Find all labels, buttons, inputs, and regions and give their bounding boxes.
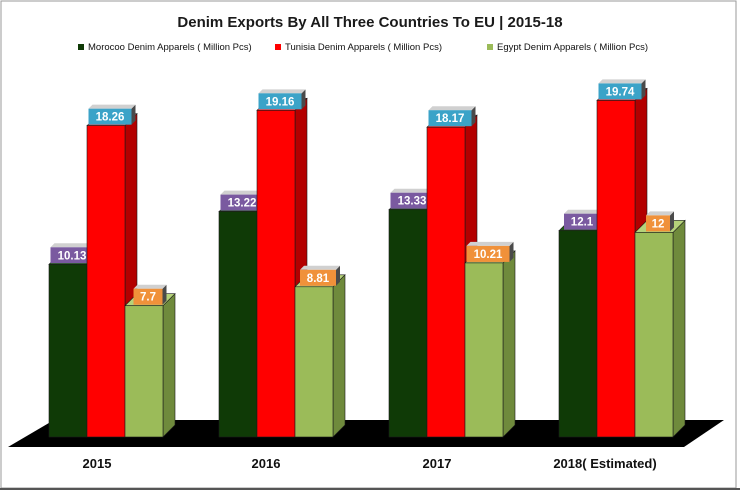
bar-front	[294, 286, 334, 438]
bar-front	[124, 305, 164, 438]
data-label-0-1: 18.26	[88, 104, 136, 125]
bar-0-2	[124, 292, 176, 438]
bar-front	[218, 211, 258, 438]
data-label-3-1: 19.74	[598, 79, 646, 100]
bar-front	[634, 232, 674, 438]
bar-front	[558, 230, 598, 438]
data-label-top	[50, 243, 98, 248]
data-label-shadow	[670, 211, 674, 232]
data-label-2-1: 18.17	[428, 106, 476, 127]
legend-swatch-2	[487, 44, 493, 50]
data-label-top	[564, 209, 604, 214]
data-label-box	[50, 247, 94, 264]
data-label-top	[428, 106, 476, 111]
data-label-text: 19.16	[266, 96, 295, 108]
data-label-text: 13.22	[228, 198, 257, 210]
data-label-text: 7.7	[140, 292, 156, 304]
data-label-box	[466, 245, 510, 262]
legend-label-2: Egypt Denim Apparels ( Million Pcs)	[497, 42, 648, 53]
data-label-shadow	[336, 265, 340, 286]
data-label-shadow	[641, 79, 646, 100]
data-label-1-1: 19.16	[258, 89, 306, 110]
legend-swatch-0	[78, 44, 84, 50]
bar-front	[48, 263, 88, 438]
data-label-box	[133, 288, 163, 305]
data-label-box	[428, 110, 472, 127]
data-label-box	[258, 93, 302, 110]
data-label-0-2: 7.7	[133, 284, 167, 305]
data-label-1-0: 13.22	[220, 190, 268, 211]
bar-side	[162, 292, 176, 438]
data-label-top	[258, 89, 306, 94]
bar-side	[672, 219, 686, 438]
data-label-top	[220, 190, 268, 195]
bar-3-2	[634, 219, 686, 438]
category-label-0: 2015	[83, 456, 112, 471]
bar-front	[256, 110, 296, 438]
data-label-text: 10.21	[474, 249, 503, 261]
bars-group: 10.13 18.26 7.7 13.22 19.16 8.81 13.33 18.17 10.…	[48, 79, 686, 438]
data-label-top	[390, 188, 438, 193]
data-label-text: 19.74	[606, 86, 635, 98]
data-label-shadow	[471, 106, 476, 127]
data-label-2-0: 13.33	[390, 188, 438, 209]
data-label-top	[300, 265, 340, 270]
category-label-1: 2016	[252, 456, 281, 471]
bar-2-2	[464, 250, 516, 438]
data-label-box	[598, 83, 642, 100]
data-label-box	[300, 269, 336, 286]
data-label-top	[88, 104, 136, 109]
category-label-2: 2017	[423, 456, 452, 471]
bar-1-2	[294, 274, 346, 438]
bar-front	[86, 125, 126, 438]
data-label-box	[88, 108, 132, 125]
bar-front	[388, 209, 428, 438]
bar-side	[332, 274, 346, 438]
legend-swatch-1	[275, 44, 281, 50]
data-label-shadow	[162, 284, 167, 305]
data-label-box	[564, 213, 600, 230]
chart-title: Denim Exports By All Three Countries To …	[177, 14, 562, 31]
data-label-text: 12	[652, 218, 665, 230]
legend-label-1: Tunisia Denim Apparels ( Million Pcs)	[285, 42, 442, 53]
legend-label-0: Morocoo Denim Apparels ( Million Pcs)	[88, 42, 252, 53]
data-label-text: 8.81	[307, 273, 330, 285]
bar-side	[502, 250, 516, 438]
data-label-text: 10.13	[58, 250, 87, 262]
data-label-3-2: 12	[646, 211, 674, 232]
category-labels: 2015 2016 2017 2018( Estimated)	[83, 456, 657, 471]
data-label-top	[646, 211, 674, 216]
bar-front	[464, 262, 504, 438]
data-label-text: 18.26	[96, 112, 125, 124]
data-label-top	[133, 284, 167, 289]
bar-front	[596, 100, 636, 438]
data-label-shadow	[301, 89, 306, 110]
bar-front	[426, 126, 466, 438]
data-label-text: 18.17	[436, 113, 465, 125]
chart-floor	[8, 420, 724, 447]
data-label-2-2: 10.21	[466, 241, 514, 262]
data-label-shadow	[509, 241, 514, 262]
data-label-top	[466, 241, 514, 246]
data-label-box	[220, 194, 264, 211]
data-label-shadow	[131, 104, 136, 125]
data-label-text: 13.33	[398, 196, 427, 208]
data-label-box	[646, 215, 670, 232]
category-label-3: 2018( Estimated)	[553, 456, 656, 471]
data-label-box	[390, 192, 434, 209]
data-label-1-2: 8.81	[300, 265, 340, 286]
data-label-top	[598, 79, 646, 84]
legend: Morocoo Denim Apparels ( Million Pcs) Tun…	[78, 42, 648, 53]
data-label-text: 12.1	[571, 217, 594, 229]
